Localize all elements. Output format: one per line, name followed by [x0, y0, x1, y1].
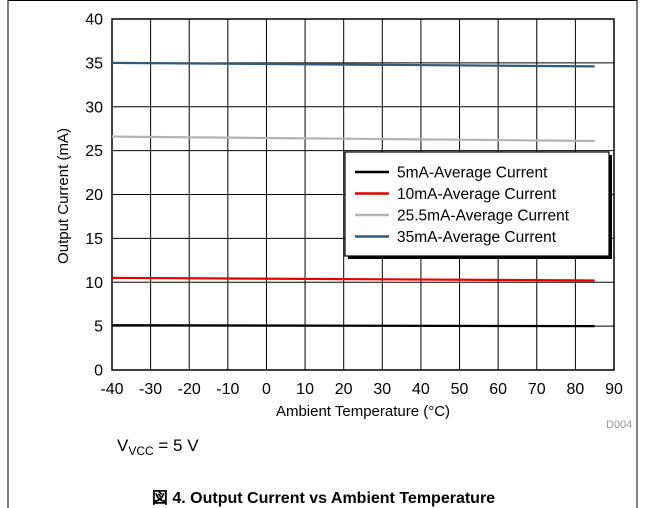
x-tick-label: -30: [139, 381, 162, 398]
plot-border: [111, 18, 615, 371]
x-tick-label: 90: [605, 381, 623, 398]
x-tick-label: 60: [489, 381, 507, 398]
x-tick-label: -20: [178, 381, 201, 398]
series-line: [111, 276, 595, 282]
figure-code: D004: [606, 419, 632, 431]
tick-labels: -40 -30 -20 -10 0 10 20 30 40 50 60 70 80 90 0 5 10 15 20 2…: [85, 12, 623, 399]
figure-caption: 図 4. Output Current vs Ambient Temperatu…: [151, 490, 496, 507]
condition-text: VVCC = 5 V: [117, 436, 199, 458]
legend-label: 5mA-Average Current: [397, 165, 548, 182]
x-tick-label: 0: [262, 381, 271, 398]
x-tick-label: 80: [566, 381, 584, 398]
legend-label: 35mA-Average Current: [397, 229, 557, 246]
x-tick-label: 70: [528, 381, 546, 398]
x-tick-label: 20: [335, 381, 353, 398]
legend-label: 25.5mA-Average Current: [397, 208, 570, 225]
condition-subscript: VCC: [128, 444, 154, 458]
y-tick-label: 20: [85, 187, 103, 204]
y-tick-label: 30: [85, 99, 103, 116]
x-axis-title: Ambient Temperature (°C): [276, 403, 450, 420]
x-tick-label: 10: [296, 381, 314, 398]
x-tick-label: -40: [100, 381, 123, 398]
x-tick-label: 40: [412, 381, 430, 398]
series-line: [111, 61, 595, 68]
y-tick-label: 35: [85, 55, 103, 72]
series-line: [111, 135, 595, 143]
y-tick-label: 0: [94, 363, 103, 380]
series-line: [111, 324, 595, 328]
x-tick-label: -10: [216, 381, 239, 398]
x-tick-label: 50: [451, 381, 469, 398]
x-tick-label: 30: [373, 381, 391, 398]
legend-box: [344, 151, 610, 257]
y-tick-label: 5: [94, 319, 103, 336]
condition-suffix: = 5 V: [153, 436, 199, 455]
series-layer: [111, 61, 595, 328]
y-tick-label: 25: [85, 143, 103, 160]
legend-label: 10mA-Average Current: [397, 186, 557, 203]
y-tick-label: 15: [85, 231, 103, 248]
legend: 5mA-Average Current 10mA-Average Current 2…: [344, 151, 612, 259]
condition-prefix: V: [117, 436, 129, 455]
y-axis-title: Output Current (mA): [55, 128, 72, 264]
y-tick-label: 40: [85, 12, 103, 29]
y-tick-label: 10: [85, 275, 103, 292]
